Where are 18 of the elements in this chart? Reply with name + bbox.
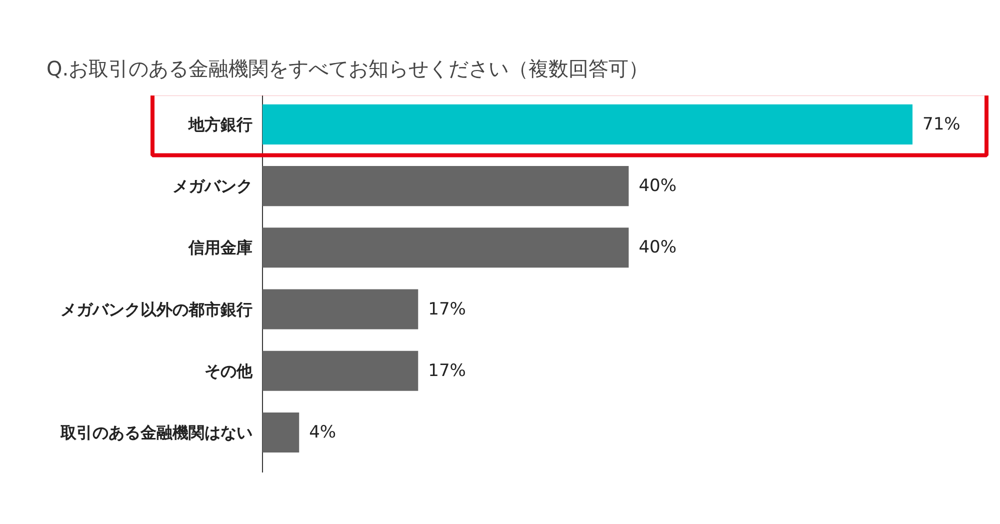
y-tick-label: メガバンク以外の都市銀行: [60, 300, 252, 319]
data-label: 17%: [428, 299, 466, 320]
bar: [262, 166, 629, 206]
chart-title: Q.お取引のある金融機関をすべてお知らせください（複数回答可）: [46, 56, 649, 80]
bar: [262, 412, 300, 452]
data-label: 17%: [428, 360, 466, 381]
bar: [262, 350, 418, 391]
y-tick-label: 取引のある金融機関はない: [60, 422, 252, 442]
y-tick-label: メガバンク: [172, 176, 252, 196]
y-tick-label: その他: [204, 361, 254, 380]
bar: [262, 289, 418, 330]
y-tick-label: 地方銀行: [188, 114, 252, 134]
y-tick-label: 信用金庫: [188, 238, 252, 258]
bar: [262, 228, 629, 268]
data-label: 40%: [638, 238, 676, 258]
data-label: 71%: [922, 114, 960, 134]
data-label: 40%: [638, 176, 676, 196]
data-label: 4%: [309, 422, 336, 442]
